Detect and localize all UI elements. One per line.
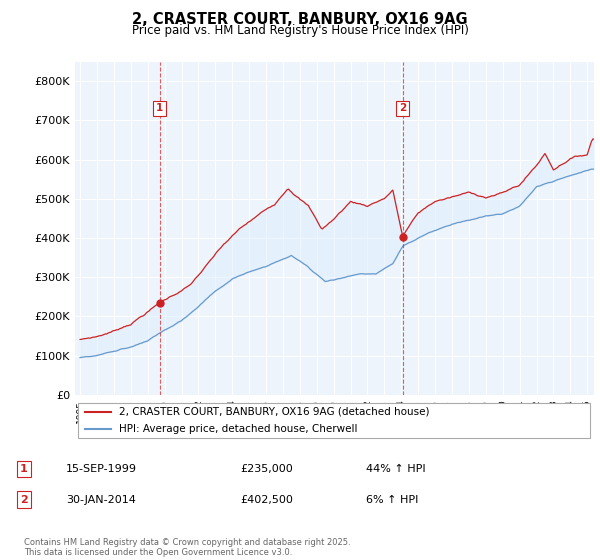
- FancyBboxPatch shape: [77, 403, 590, 438]
- Text: 6% ↑ HPI: 6% ↑ HPI: [366, 494, 418, 505]
- Text: 2: 2: [399, 103, 406, 113]
- Text: £235,000: £235,000: [240, 464, 293, 474]
- Text: 1: 1: [156, 103, 163, 113]
- Text: Price paid vs. HM Land Registry's House Price Index (HPI): Price paid vs. HM Land Registry's House …: [131, 24, 469, 36]
- Text: 2, CRASTER COURT, BANBURY, OX16 9AG (detached house): 2, CRASTER COURT, BANBURY, OX16 9AG (det…: [119, 407, 430, 417]
- Text: 44% ↑ HPI: 44% ↑ HPI: [366, 464, 425, 474]
- Text: HPI: Average price, detached house, Cherwell: HPI: Average price, detached house, Cher…: [119, 424, 358, 435]
- Text: 2: 2: [20, 494, 28, 505]
- Text: 2, CRASTER COURT, BANBURY, OX16 9AG: 2, CRASTER COURT, BANBURY, OX16 9AG: [132, 12, 468, 27]
- Text: 1: 1: [20, 464, 28, 474]
- Text: £402,500: £402,500: [240, 494, 293, 505]
- Text: Contains HM Land Registry data © Crown copyright and database right 2025.
This d: Contains HM Land Registry data © Crown c…: [24, 538, 350, 557]
- Text: 30-JAN-2014: 30-JAN-2014: [66, 494, 136, 505]
- Text: 15-SEP-1999: 15-SEP-1999: [66, 464, 137, 474]
